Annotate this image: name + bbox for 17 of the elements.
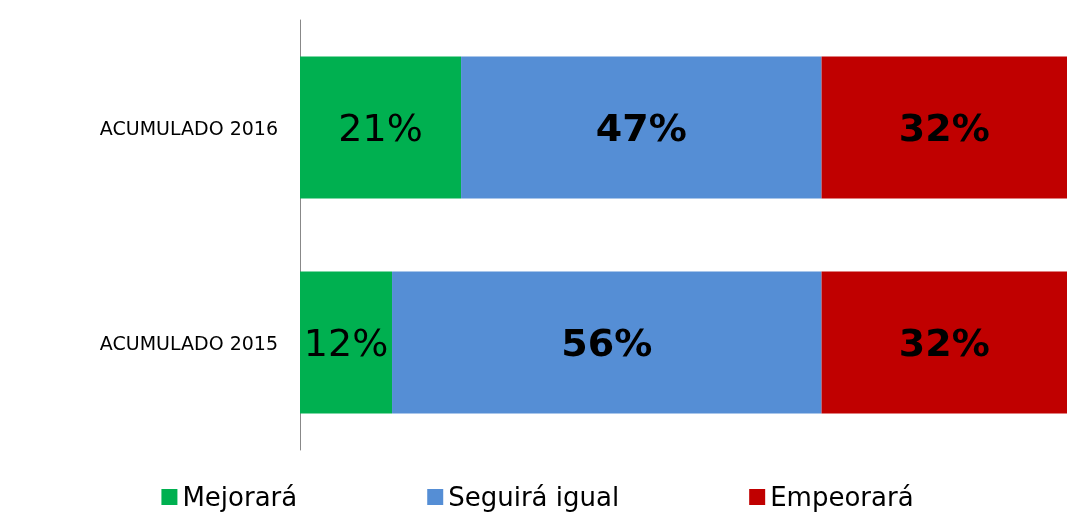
bar [821, 56, 1067, 199]
legend-label: Mejorará [182, 482, 298, 512]
y-tick-label: ACUMULADO 2015 [99, 331, 278, 354]
legend-label: Seguirá igual [448, 482, 620, 512]
bar [392, 271, 822, 414]
bar [461, 56, 822, 199]
bar [300, 56, 462, 199]
bar [300, 271, 393, 414]
bar [821, 271, 1067, 414]
y-tick-label: ACUMULADO 2016 [99, 116, 278, 139]
data-label: 56% [561, 320, 653, 365]
data-label: 21% [338, 105, 423, 150]
data-label: 32% [898, 320, 990, 365]
data-label: 47% [595, 105, 687, 150]
data-label: 12% [303, 320, 389, 365]
legend-label: Empeorará [770, 482, 914, 512]
data-label: 32% [898, 105, 990, 150]
